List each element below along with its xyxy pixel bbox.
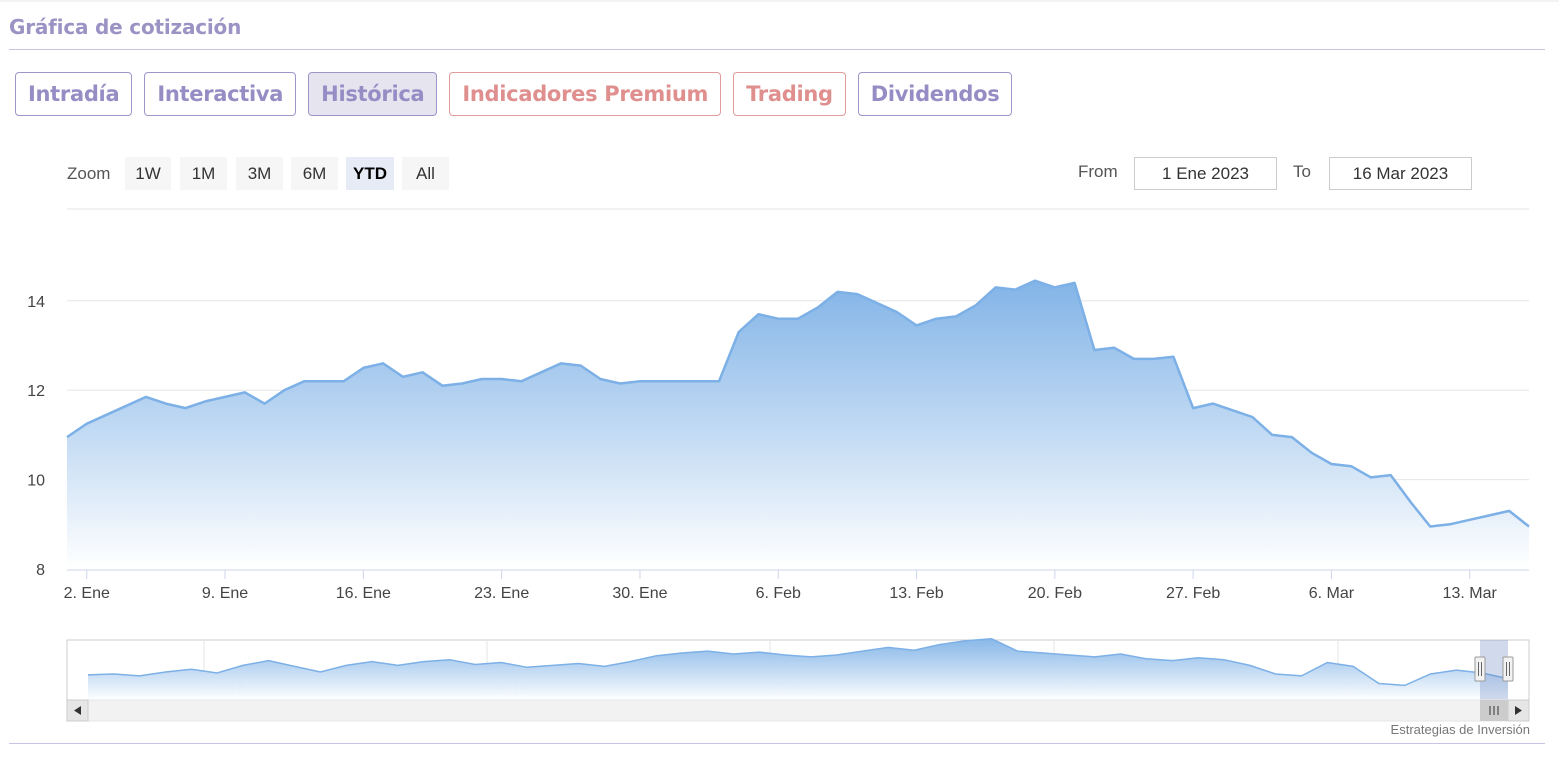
x-tick-label: 13. Feb bbox=[889, 585, 943, 602]
title-divider bbox=[9, 49, 1545, 50]
tab-trading[interactable]: Trading bbox=[733, 72, 846, 116]
scroll-right-arrow-icon bbox=[1515, 706, 1522, 715]
navigator[interactable]: 20142016201820202022 bbox=[66, 638, 1530, 722]
zoom-all-button[interactable]: All bbox=[402, 157, 449, 190]
x-tick-label: 27. Feb bbox=[1166, 585, 1220, 602]
zoom-1w-button[interactable]: 1W bbox=[125, 157, 171, 190]
from-date-input[interactable]: 1 Ene 2023 bbox=[1134, 157, 1277, 190]
x-tick-label: 2. Ene bbox=[64, 585, 110, 602]
tab-indicadores-premium[interactable]: Indicadores Premium bbox=[449, 72, 722, 116]
section-title: Gráfica de cotización bbox=[9, 15, 242, 39]
chart-credit: Estrategias de Inversión bbox=[1390, 722, 1530, 737]
x-tick-label: 30. Ene bbox=[612, 585, 667, 602]
x-tick-label: 16. Ene bbox=[336, 585, 391, 602]
x-tick-label: 20. Feb bbox=[1028, 585, 1082, 602]
zoom-1m-button[interactable]: 1M bbox=[180, 157, 227, 190]
tab-historica[interactable]: Histórica bbox=[308, 72, 438, 116]
y-tick-label: 10 bbox=[27, 473, 45, 490]
scroll-left-arrow-icon bbox=[74, 706, 81, 715]
plot-area: 8 10 12 14 2. Ene 9. Ene 16. Ene 23. Ene 30. Ene… bbox=[27, 208, 1530, 602]
x-tick-label: 6. Feb bbox=[756, 585, 801, 602]
chart-tabs: Intradía Interactiva Histórica Indicador… bbox=[15, 72, 1013, 116]
x-tick-label: 23. Ene bbox=[474, 585, 529, 602]
scrollbar-track bbox=[66, 699, 1530, 722]
price-area-fill bbox=[67, 280, 1529, 569]
from-label: From bbox=[1078, 162, 1118, 181]
zoom-6m-button[interactable]: 6M bbox=[291, 157, 338, 190]
tab-intradia[interactable]: Intradía bbox=[15, 72, 133, 116]
top-rule bbox=[0, 0, 1559, 2]
y-tick-label: 14 bbox=[27, 294, 45, 311]
zoom-3m-button[interactable]: 3M bbox=[236, 157, 283, 190]
navigator-handle bbox=[1502, 656, 1514, 682]
to-date-input[interactable]: 16 Mar 2023 bbox=[1329, 157, 1472, 190]
y-tick-label: 12 bbox=[27, 383, 45, 400]
price-series-line bbox=[66, 279, 1530, 528]
y-tick-label: 8 bbox=[36, 562, 45, 579]
x-tick-label: 13. Mar bbox=[1443, 585, 1498, 602]
zoom-ytd-button[interactable]: YTD bbox=[346, 157, 394, 190]
x-tick-label: 9. Ene bbox=[202, 585, 248, 602]
navigator-line bbox=[87, 638, 1509, 687]
to-label: To bbox=[1293, 162, 1311, 181]
navigator-area bbox=[88, 638, 1508, 700]
navigator-handle bbox=[1474, 656, 1486, 682]
bottom-divider bbox=[9, 743, 1545, 744]
x-tick-label: 6. Mar bbox=[1309, 585, 1355, 602]
tab-dividendos[interactable]: Dividendos bbox=[857, 72, 1013, 116]
tab-interactiva[interactable]: Interactiva bbox=[144, 72, 297, 116]
zoom-label: Zoom bbox=[67, 164, 111, 183]
